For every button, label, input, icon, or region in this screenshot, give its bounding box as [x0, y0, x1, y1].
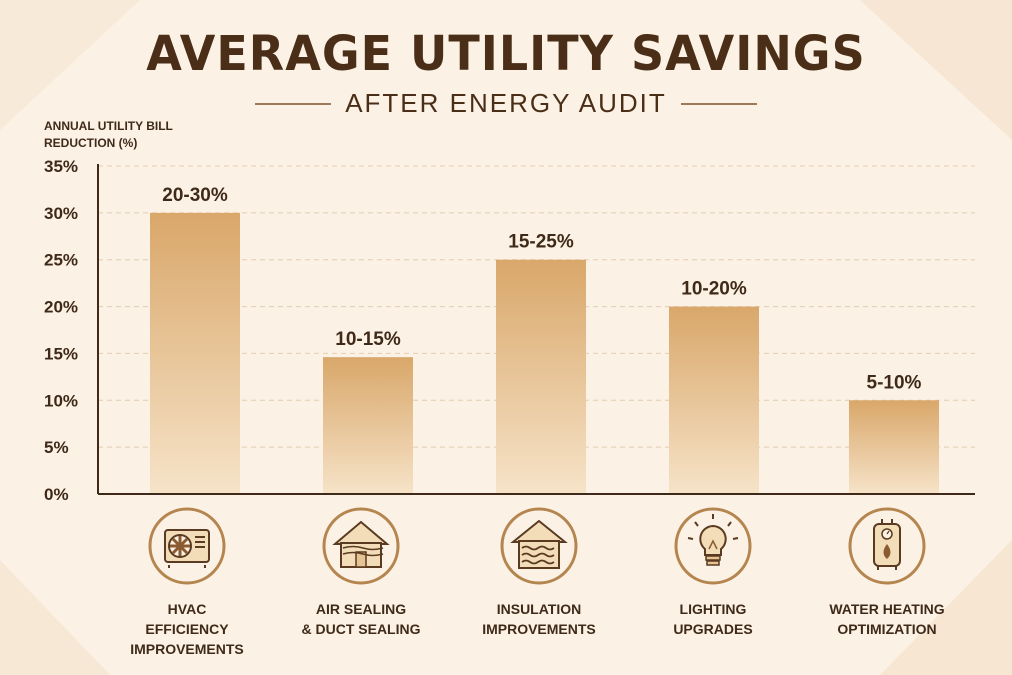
- y-tick-label: 20%: [44, 298, 78, 317]
- house-airflow-icon: [322, 507, 400, 585]
- bar: [496, 259, 586, 494]
- category-line: IMPROVEMENTS: [482, 621, 596, 637]
- category-label-insulation: INSULATION IMPROVEMENTS: [454, 599, 624, 639]
- category-label-water-heating: WATER HEATING OPTIMIZATION: [802, 599, 972, 639]
- light-bulb-icon: [674, 507, 752, 585]
- y-tick-label: 0%: [44, 485, 69, 504]
- y-axis-label: ANNUAL UTILITY BILL REDUCTION (%): [44, 119, 173, 150]
- y-tick-label: 30%: [44, 204, 78, 223]
- y-tick-label: 15%: [44, 344, 78, 363]
- chart-title: AVERAGE UTILITY SAVINGS: [146, 24, 866, 82]
- data-label: 10-15%: [335, 329, 401, 350]
- category-line: EFFICIENCY: [145, 621, 229, 637]
- y-tick-label: 10%: [44, 391, 78, 410]
- category-line: IMPROVEMENTS: [130, 641, 244, 657]
- category-line: LIGHTING: [679, 601, 747, 617]
- category-line: INSULATION: [496, 601, 582, 617]
- data-label: 20-30%: [162, 185, 228, 206]
- y-tick-label: 5%: [44, 438, 69, 457]
- bar: [849, 400, 939, 494]
- bar: [150, 212, 240, 494]
- subtitle-rule-right: [680, 102, 757, 105]
- category-line: & DUCT SEALING: [301, 621, 421, 637]
- bar: [669, 306, 759, 494]
- air-conditioner-icon: [148, 507, 226, 585]
- water-heater-icon: [848, 507, 926, 585]
- subtitle-row: AFTER ENERGY AUDIT: [0, 88, 1012, 119]
- bar: [323, 357, 413, 494]
- category-line: OPTIMIZATION: [837, 621, 937, 637]
- house-insulation-icon: [500, 507, 578, 585]
- category-label-hvac: HVAC EFFICIENCY IMPROVEMENTS: [102, 599, 272, 659]
- category-label-lighting: LIGHTING UPGRADES: [628, 599, 798, 639]
- category-line: HVAC: [167, 601, 207, 617]
- y-tick-label: 35%: [44, 157, 78, 176]
- data-label: 5-10%: [867, 372, 922, 393]
- data-label: 10-20%: [681, 279, 747, 300]
- category-line: AIR SEALING: [315, 601, 407, 617]
- category-label-air-sealing: AIR SEALING & DUCT SEALING: [276, 599, 446, 639]
- data-label: 15-25%: [508, 232, 574, 253]
- category-line: WATER HEATING: [829, 601, 945, 617]
- chart-subtitle: AFTER ENERGY AUDIT: [345, 88, 667, 118]
- category-line: UPGRADES: [673, 621, 753, 637]
- y-tick-label: 25%: [44, 251, 78, 270]
- subtitle-rule-left: [255, 102, 332, 105]
